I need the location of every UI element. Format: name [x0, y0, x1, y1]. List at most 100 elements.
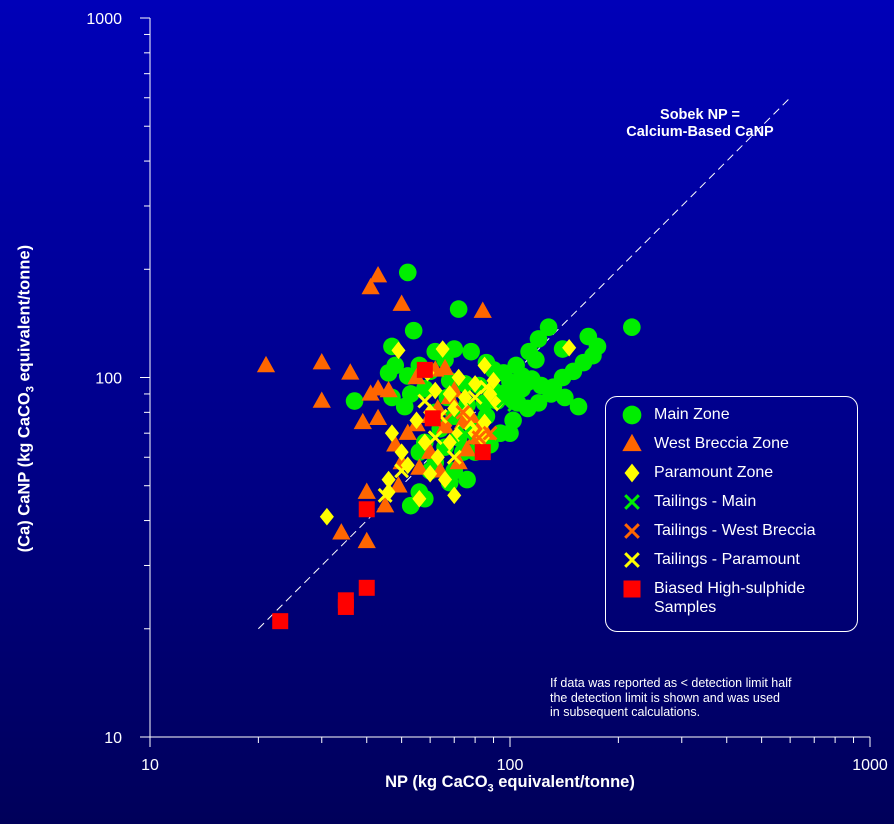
data-point-biased-high-sulphide-samples — [358, 501, 375, 518]
legend-item-main-zone: Main Zone — [620, 405, 857, 434]
data-point-main-zone — [501, 424, 519, 442]
y-axis-label-pre: (Ca) CaNP (kg CaCO — [15, 392, 34, 553]
legend-marker-circle-icon — [622, 405, 642, 425]
data-point-main-zone — [584, 346, 602, 365]
data-point-tailings-main — [507, 397, 523, 413]
data-point-paramount-zone — [447, 399, 462, 418]
data-point-tailings-paramount — [446, 449, 462, 465]
data-point-paramount-zone — [409, 411, 424, 430]
data-point-paramount-zone — [460, 403, 475, 422]
data-point-biased-high-sulphide-samples — [416, 361, 433, 378]
data-point-paramount-zone — [435, 340, 450, 358]
note-line-2: the detection limit is shown and was use… — [550, 690, 780, 705]
legend-label: West Breccia Zone — [654, 435, 789, 452]
reference-line-label-line1: Sobek NP = — [660, 107, 740, 123]
data-point-west-breccia-zone — [379, 380, 398, 398]
legend-marker-diamond-icon — [624, 463, 640, 483]
data-point-biased-high-sulphide-samples — [358, 579, 375, 596]
y-axis-label-post: equivalent/tonne) — [15, 244, 34, 387]
series-biased-high-sulphide-samples — [272, 361, 491, 630]
data-point-tailings-main — [457, 425, 473, 441]
data-point-west-breccia-zone — [407, 367, 426, 385]
y-tick-label: 10 — [104, 730, 122, 747]
legend-item-tailings-paramount: Tailings - Paramount — [620, 550, 857, 579]
legend-marker-x-icon — [624, 552, 640, 568]
x-tick-label: 1000 — [852, 757, 888, 774]
data-point-west-breccia-zone — [312, 391, 331, 408]
data-point-paramount-zone — [475, 428, 490, 447]
legend-marker-x-icon — [624, 523, 640, 539]
data-point-main-zone — [379, 364, 398, 382]
legend-item-paramount-zone: Paramount Zone — [620, 463, 857, 492]
data-point-main-zone — [404, 321, 423, 340]
axes: 10 100 1000 10 100 1000 — [86, 11, 887, 774]
data-point-paramount-zone — [477, 413, 492, 432]
data-point-main-zone — [398, 263, 417, 282]
data-point-biased-high-sulphide-samples — [474, 444, 491, 461]
x-axis-label-sub: 3 — [487, 782, 494, 795]
data-point-main-zone — [529, 394, 548, 412]
data-point-main-zone — [458, 470, 476, 489]
data-point-west-breccia-zone — [361, 277, 380, 295]
data-point-paramount-zone — [482, 385, 498, 403]
legend-marker-triangle-icon — [622, 434, 642, 452]
data-point-west-breccia-zone — [361, 384, 380, 401]
data-point-west-breccia-zone — [435, 358, 455, 376]
data-point-west-breccia-zone — [353, 412, 372, 430]
legend-label: Biased High-sulphide Samples — [654, 580, 806, 616]
data-point-tailings-paramount — [377, 487, 393, 503]
data-point-paramount-zone — [430, 448, 445, 467]
data-point-main-zone — [449, 300, 468, 318]
data-point-paramount-zone — [381, 470, 396, 489]
data-point-biased-high-sulphide-samples — [424, 410, 441, 427]
data-point-west-breccia-zone — [473, 301, 492, 318]
data-point-main-zone — [513, 380, 531, 398]
data-point-west-breccia-zone — [368, 408, 388, 426]
data-point-west-breccia-zone — [332, 523, 351, 540]
data-point-paramount-zone — [451, 368, 466, 387]
legend-marker-shape — [624, 463, 640, 483]
data-point-paramount-zone — [319, 507, 334, 526]
legend-marker-shape — [622, 405, 642, 425]
data-point-paramount-zone — [412, 489, 427, 508]
detection-limit-note: If data was reported as < detection limi… — [550, 676, 870, 720]
data-point-paramount-zone — [468, 375, 483, 393]
y-tick-label: 100 — [95, 371, 122, 388]
data-point-paramount-zone — [394, 443, 409, 461]
legend-marker-shape — [624, 523, 640, 539]
y-tick-label: 1000 — [86, 11, 122, 28]
legend-item-west-breccia-zone: West Breccia Zone — [620, 434, 857, 463]
x-axis-label-pre: NP (kg CaCO — [385, 773, 488, 791]
series-tailings-main — [457, 393, 523, 441]
data-point-main-zone — [529, 330, 548, 348]
legend-label: Main Zone — [654, 406, 730, 423]
data-point-west-breccia-zone — [368, 266, 388, 283]
data-point-paramount-zone — [384, 424, 399, 442]
data-point-paramount-zone — [447, 486, 462, 505]
data-point-paramount-zone — [417, 433, 432, 452]
legend-marker-square-icon — [623, 580, 641, 598]
data-point-main-zone — [416, 380, 434, 398]
x-tick-label: 100 — [497, 757, 524, 774]
y-axis-label: (Ca) CaNP (kg CaCO3 equivalent/tonne) — [15, 159, 36, 639]
data-point-biased-high-sulphide-samples — [272, 613, 289, 630]
data-point-west-breccia-zone — [435, 417, 455, 434]
legend-item-tailings-main: Tailings - Main — [620, 492, 857, 521]
note-line-3: in subsequent calculations. — [550, 705, 701, 719]
data-point-west-breccia-zone — [256, 355, 276, 373]
legend-label: Tailings - Paramount — [654, 551, 800, 568]
data-point-paramount-zone — [562, 338, 577, 357]
legend-marker-shape — [622, 434, 642, 452]
legend: Main Zone West Breccia Zone Paramount Zone… — [605, 396, 858, 632]
data-point-paramount-zone — [437, 470, 453, 489]
data-point-west-breccia-zone — [410, 458, 429, 475]
data-point-west-breccia-zone — [398, 423, 417, 440]
reference-line-label-line2: Calcium-Based CaNP — [626, 124, 774, 140]
data-point-paramount-zone — [442, 385, 457, 403]
data-point-main-zone — [395, 397, 414, 416]
data-point-west-breccia-zone — [389, 476, 408, 493]
data-points — [256, 263, 641, 630]
reference-line — [258, 97, 791, 630]
data-point-west-breccia-zone — [312, 353, 331, 370]
